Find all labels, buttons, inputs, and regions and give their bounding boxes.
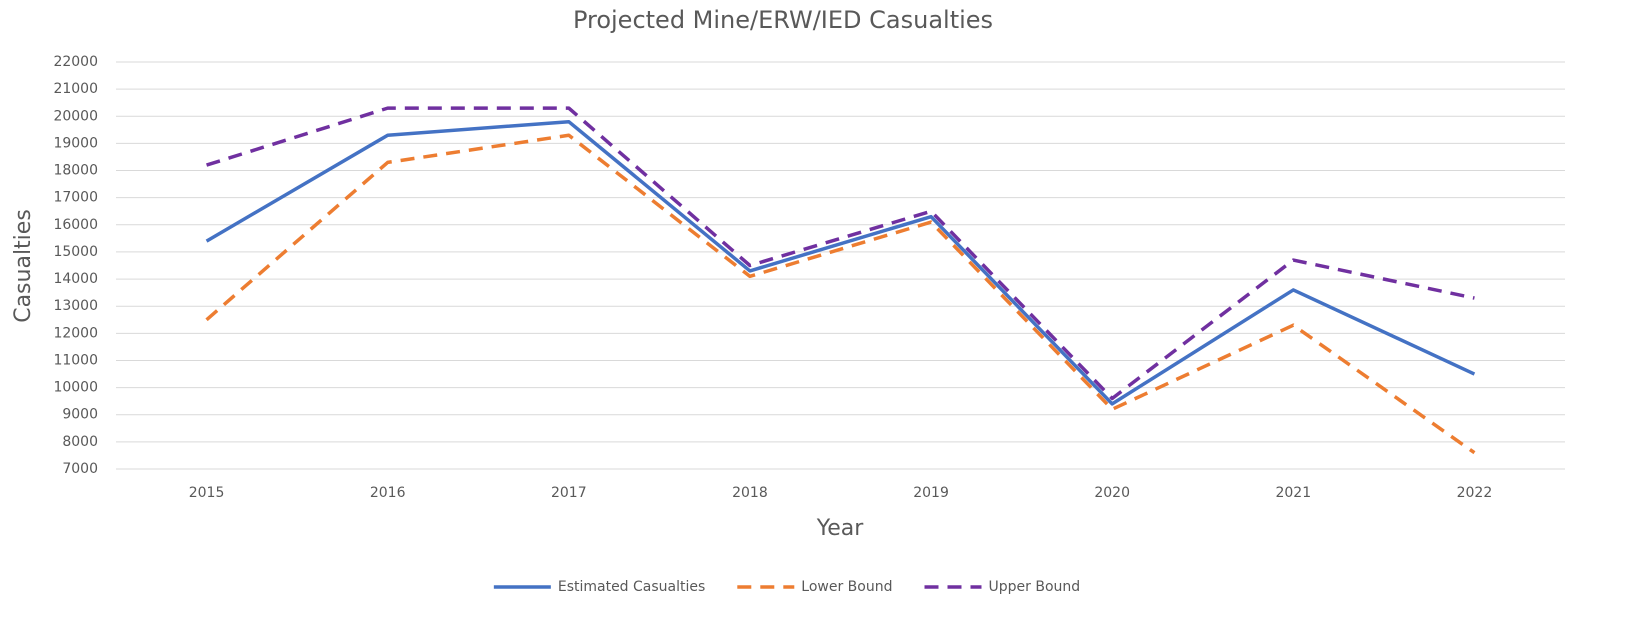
x-tick-label: 2021 [1275, 485, 1311, 501]
x-tick-label: 2020 [1094, 485, 1130, 501]
series-line [205, 119, 1476, 406]
series-line [206, 106, 1475, 401]
y-tick-label: 13000 [53, 298, 98, 314]
y-tick-label: 14000 [53, 271, 98, 287]
y-tick-label: 11000 [53, 352, 98, 368]
legend-label: Estimated Casualties [558, 579, 705, 595]
y-tick-label: 7000 [62, 461, 98, 477]
y-tick-label: 19000 [53, 135, 98, 151]
x-axis-label: Year [816, 516, 865, 541]
legend-label: Lower Bound [801, 579, 892, 595]
chart-title: Projected Mine/ERW/IED Casualties [573, 6, 993, 34]
y-tick-label: 21000 [53, 81, 98, 97]
x-tick-label: 2015 [189, 485, 225, 501]
y-tick-label: 17000 [53, 190, 98, 206]
y-tick-label: 20000 [53, 108, 98, 124]
x-tick-label: 2018 [732, 485, 768, 501]
x-tick-label: 2016 [370, 485, 406, 501]
y-tick-label: 9000 [62, 407, 98, 423]
y-tick-label: 22000 [53, 54, 98, 70]
series-line [205, 133, 1476, 455]
y-tick-label: 18000 [53, 163, 98, 179]
x-tick-label: 2017 [551, 485, 587, 501]
x-tick-label: 2019 [913, 485, 949, 501]
y-tick-label: 12000 [53, 325, 98, 341]
y-tick-label: 10000 [53, 380, 98, 396]
y-tick-label: 16000 [53, 217, 98, 233]
legend-label: Upper Bound [989, 579, 1081, 595]
y-axis-label: Casualties [11, 209, 36, 323]
y-tick-label: 8000 [62, 434, 98, 450]
y-tick-label: 15000 [53, 244, 98, 260]
x-tick-label: 2022 [1457, 485, 1493, 501]
